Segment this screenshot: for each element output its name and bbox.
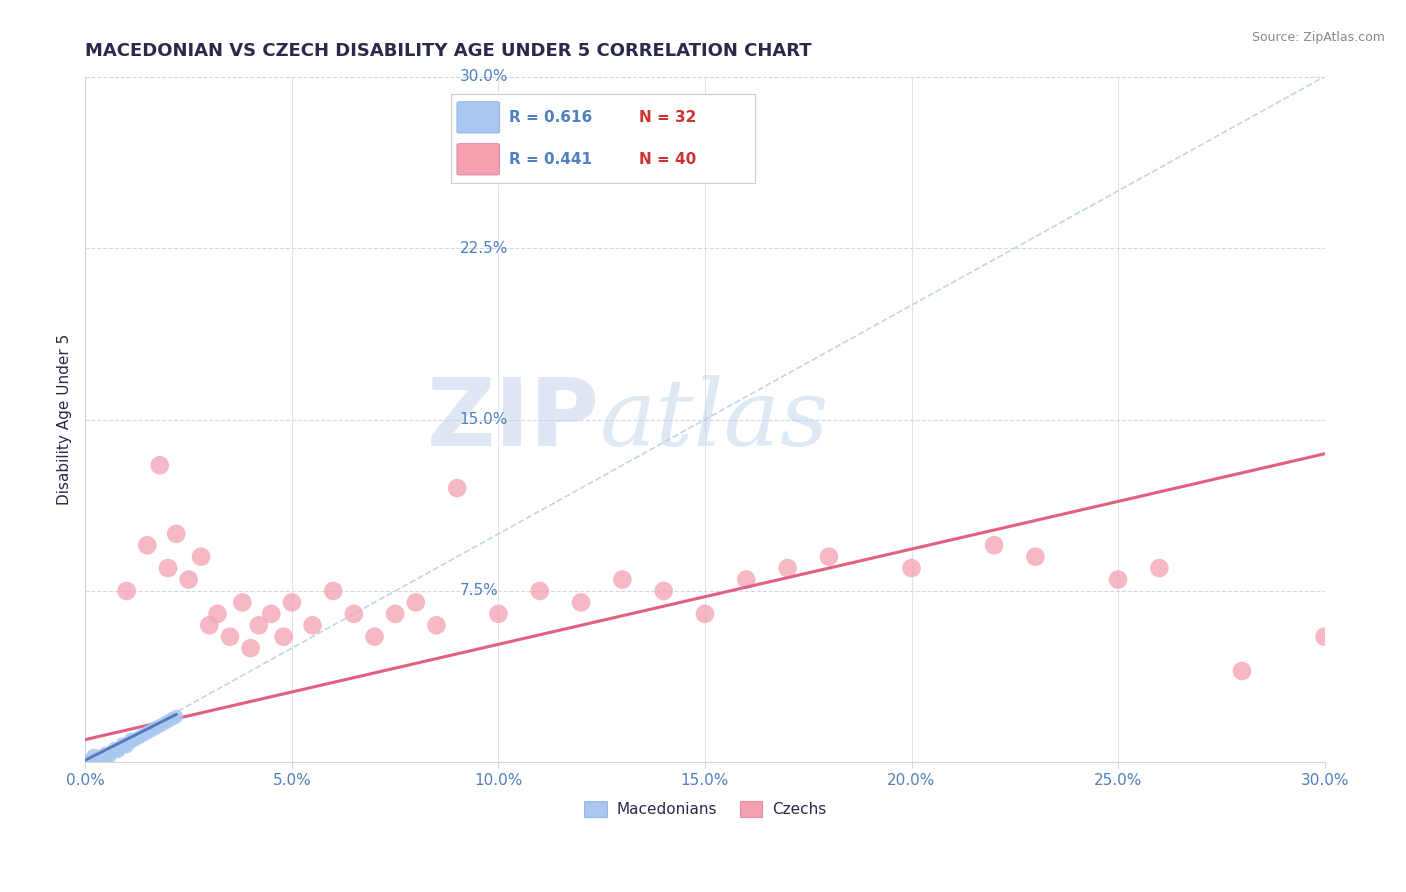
Point xyxy=(1313,630,1336,644)
Point xyxy=(488,607,510,621)
Text: 22.5%: 22.5% xyxy=(460,241,508,255)
Y-axis label: Disability Age Under 5: Disability Age Under 5 xyxy=(58,334,72,505)
Point xyxy=(247,618,270,632)
Point xyxy=(120,732,142,747)
Point xyxy=(735,573,758,587)
Point xyxy=(128,731,150,745)
Point xyxy=(115,739,138,754)
Point xyxy=(153,716,176,731)
Point xyxy=(363,630,385,644)
Legend: Macedonians, Czechs: Macedonians, Czechs xyxy=(578,795,832,823)
Point xyxy=(425,618,447,632)
Text: atlas: atlas xyxy=(599,375,830,465)
Point xyxy=(87,753,110,767)
Point xyxy=(136,538,159,552)
Point xyxy=(98,748,121,763)
Point xyxy=(111,739,134,754)
Point xyxy=(900,561,922,575)
Point xyxy=(231,595,253,609)
Point xyxy=(83,748,105,763)
Point xyxy=(87,751,110,765)
Point xyxy=(322,584,344,599)
Text: Source: ZipAtlas.com: Source: ZipAtlas.com xyxy=(1251,31,1385,45)
Point xyxy=(776,561,799,575)
Point xyxy=(281,595,304,609)
Point xyxy=(107,741,129,756)
Point xyxy=(103,744,125,758)
Point xyxy=(273,630,295,644)
Point xyxy=(198,618,221,632)
Point xyxy=(103,741,125,756)
Point xyxy=(219,630,242,644)
Point xyxy=(652,584,675,599)
Point xyxy=(405,595,427,609)
Point xyxy=(98,746,121,760)
Point xyxy=(115,584,138,599)
Point xyxy=(149,458,172,473)
Text: ZIP: ZIP xyxy=(427,374,599,466)
Point xyxy=(136,725,159,739)
Point xyxy=(301,618,323,632)
Point xyxy=(124,732,146,747)
Point xyxy=(120,735,142,749)
Point xyxy=(149,719,172,733)
Point xyxy=(1024,549,1046,564)
Point xyxy=(90,748,112,763)
Point xyxy=(111,737,134,751)
Point xyxy=(156,714,179,729)
Point xyxy=(693,607,716,621)
Point xyxy=(107,744,129,758)
Point xyxy=(141,723,163,738)
Point xyxy=(384,607,406,621)
Point xyxy=(156,561,179,575)
Point xyxy=(165,526,187,541)
Text: 30.0%: 30.0% xyxy=(460,69,508,84)
Point xyxy=(145,721,167,735)
Point xyxy=(177,573,200,587)
Point xyxy=(446,481,468,495)
Point xyxy=(818,549,841,564)
Text: 15.0%: 15.0% xyxy=(460,412,508,427)
Point xyxy=(343,607,366,621)
Point xyxy=(165,709,187,723)
Point xyxy=(160,712,183,726)
Point xyxy=(612,573,634,587)
Point xyxy=(1107,573,1129,587)
Point xyxy=(207,607,229,621)
Point xyxy=(569,595,592,609)
Point xyxy=(1230,664,1253,678)
Point xyxy=(132,728,155,742)
Point xyxy=(1149,561,1171,575)
Text: MACEDONIAN VS CZECH DISABILITY AGE UNDER 5 CORRELATION CHART: MACEDONIAN VS CZECH DISABILITY AGE UNDER… xyxy=(86,42,813,60)
Point xyxy=(260,607,283,621)
Point xyxy=(239,641,262,656)
Point xyxy=(115,737,138,751)
Point xyxy=(190,549,212,564)
Point xyxy=(90,751,112,765)
Point xyxy=(79,753,101,767)
Point xyxy=(529,584,551,599)
Text: 7.5%: 7.5% xyxy=(460,583,498,599)
Point xyxy=(94,751,117,765)
Point xyxy=(983,538,1005,552)
Point xyxy=(94,746,117,760)
Point xyxy=(83,753,105,767)
